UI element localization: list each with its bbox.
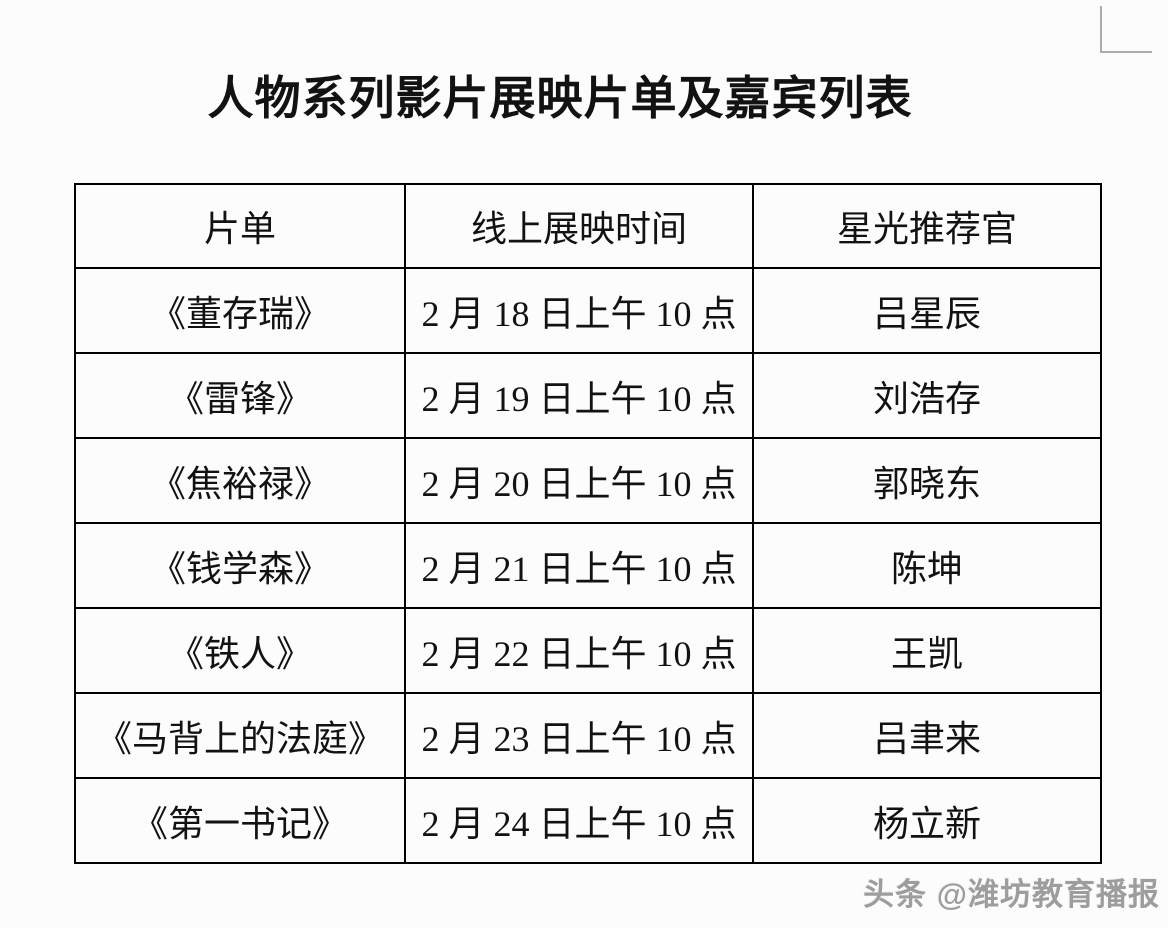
film-title-cell: 《焦裕禄》 <box>74 437 406 524</box>
guest-name-cell: 吕聿来 <box>752 692 1102 779</box>
page-corner-mark <box>0 0 1168 60</box>
film-schedule-table: 片单 线上展映时间 星光推荐官 《董存瑞》 2 月 18 日上午 10 点 吕星… <box>74 183 1102 864</box>
film-title-cell: 《第一书记》 <box>74 777 406 864</box>
table-row: 《第一书记》 2 月 24 日上午 10 点 杨立新 <box>74 777 1102 864</box>
table-row: 《钱学森》 2 月 21 日上午 10 点 陈坤 <box>74 522 1102 609</box>
film-title-cell: 《钱学森》 <box>74 522 406 609</box>
screening-time-cell: 2 月 23 日上午 10 点 <box>404 692 754 779</box>
table-row: 《董存瑞》 2 月 18 日上午 10 点 吕星辰 <box>74 267 1102 354</box>
table-row: 《马背上的法庭》 2 月 23 日上午 10 点 吕聿来 <box>74 692 1102 779</box>
guest-name-cell: 王凯 <box>752 607 1102 694</box>
guest-name-cell: 吕星辰 <box>752 267 1102 354</box>
film-title-cell: 《马背上的法庭》 <box>74 692 406 779</box>
table-header-row: 片单 线上展映时间 星光推荐官 <box>74 183 1102 269</box>
toutiao-watermark: 头条 @潍坊教育播报 <box>863 877 1160 912</box>
column-header-star-recommender: 星光推荐官 <box>752 183 1102 269</box>
film-title-cell: 《董存瑞》 <box>74 267 406 354</box>
film-title-cell: 《雷锋》 <box>74 352 406 439</box>
screening-time-cell: 2 月 20 日上午 10 点 <box>404 437 754 524</box>
table-row: 《铁人》 2 月 22 日上午 10 点 王凯 <box>74 607 1102 694</box>
screening-time-cell: 2 月 18 日上午 10 点 <box>404 267 754 354</box>
screening-time-cell: 2 月 24 日上午 10 点 <box>404 777 754 864</box>
screening-time-cell: 2 月 22 日上午 10 点 <box>404 607 754 694</box>
screening-time-cell: 2 月 19 日上午 10 点 <box>404 352 754 439</box>
page-corner-mark-vertical <box>1100 6 1102 53</box>
column-header-film-list: 片单 <box>74 183 406 269</box>
film-title-cell: 《铁人》 <box>74 607 406 694</box>
column-header-screening-time: 线上展映时间 <box>404 183 754 269</box>
guest-name-cell: 杨立新 <box>752 777 1102 864</box>
table-row: 《焦裕禄》 2 月 20 日上午 10 点 郭晓东 <box>74 437 1102 524</box>
guest-name-cell: 刘浩存 <box>752 352 1102 439</box>
guest-name-cell: 陈坤 <box>752 522 1102 609</box>
guest-name-cell: 郭晓东 <box>752 437 1102 524</box>
table-row: 《雷锋》 2 月 19 日上午 10 点 刘浩存 <box>74 352 1102 439</box>
page-corner-mark-horizontal <box>1100 51 1152 53</box>
screening-time-cell: 2 月 21 日上午 10 点 <box>404 522 754 609</box>
page-title: 人物系列影片展映片单及嘉宾列表 <box>207 73 913 124</box>
